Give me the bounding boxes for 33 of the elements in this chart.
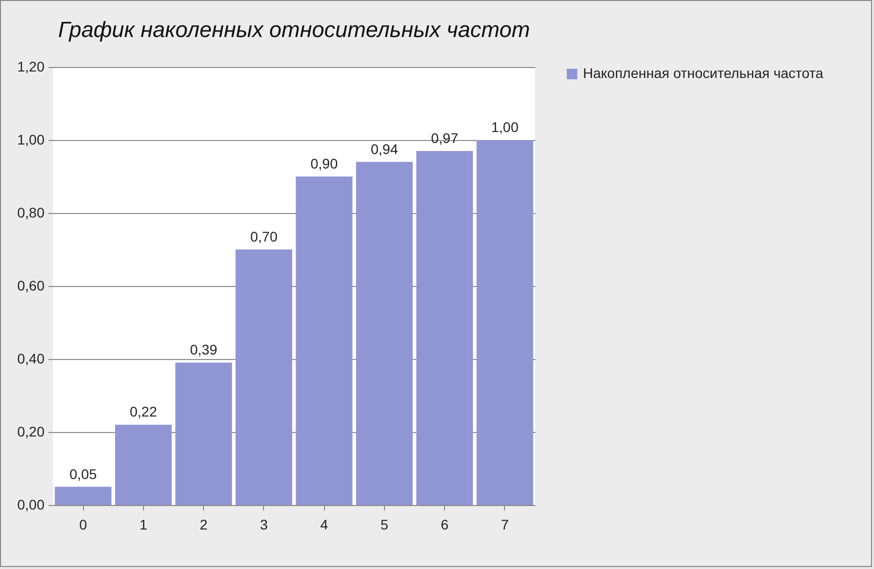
chart-title: График наколенных относительных частот	[58, 17, 530, 42]
y-tick-label: 0,40	[17, 350, 45, 366]
bar	[54, 486, 112, 505]
y-tick-label: 1,00	[17, 132, 45, 148]
data-label: 0,90	[310, 156, 338, 172]
y-tick-label: 0,00	[17, 496, 45, 512]
bar	[356, 162, 413, 505]
data-label: 0,05	[70, 466, 97, 482]
y-tick-label: 0,20	[17, 424, 45, 440]
x-tick-label: 4	[320, 516, 328, 532]
data-label: 0,22	[130, 404, 158, 420]
bar	[416, 150, 473, 505]
y-tick-label: 1,20	[17, 58, 45, 74]
y-tick-label: 0,80	[17, 204, 45, 220]
data-label: 0,70	[250, 228, 278, 244]
bar	[476, 140, 534, 505]
x-tick-label: 7	[500, 516, 509, 532]
bar	[115, 424, 172, 505]
bar	[296, 176, 352, 505]
x-tick-label: 2	[200, 516, 208, 532]
x-tick-label: 3	[260, 516, 268, 532]
legend-label: Накопленная относительная частота	[583, 65, 824, 81]
bar	[236, 250, 292, 505]
data-label: 0,97	[431, 130, 458, 146]
y-tick-label: 0,60	[17, 278, 45, 294]
x-tick-label: 6	[440, 516, 449, 532]
data-label: 1,00	[491, 119, 519, 135]
data-label: 0,94	[370, 140, 398, 157]
x-tick-label: 1	[139, 516, 148, 532]
x-tick-label: 5	[380, 516, 388, 532]
bar	[175, 362, 232, 505]
x-tick-label: 0	[79, 516, 88, 532]
data-label: 0,39	[190, 342, 218, 358]
